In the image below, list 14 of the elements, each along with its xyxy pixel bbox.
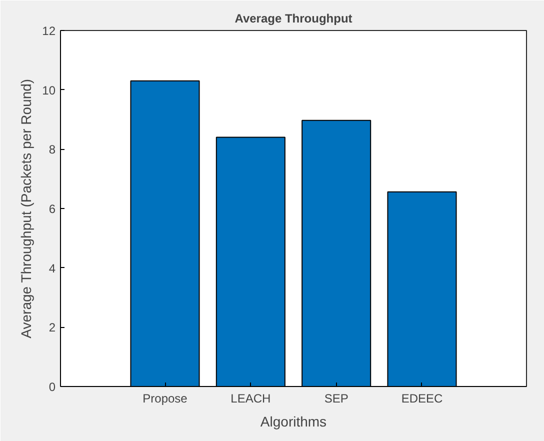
y-tick-label: 10 [42, 83, 56, 98]
y-tick-label: 4 [48, 261, 56, 276]
x-axis-title: Algorithms [260, 414, 327, 430]
y-tick-label: 8 [48, 142, 56, 157]
x-tick-label: SEP [324, 392, 348, 406]
chart-title: Average Throughput [234, 12, 352, 26]
x-tick-label: LEACH [230, 392, 271, 406]
y-tick-label: 12 [42, 24, 56, 38]
y-tick-label: 2 [48, 320, 56, 335]
y-axis-title: Average Throughput (Packets per Round) [18, 78, 34, 338]
x-tick-label: EDEEC [401, 392, 443, 406]
x-tick-label: Propose [142, 392, 188, 406]
y-tick-label: 6 [48, 202, 56, 216]
y-tick-label: 0 [48, 380, 56, 394]
